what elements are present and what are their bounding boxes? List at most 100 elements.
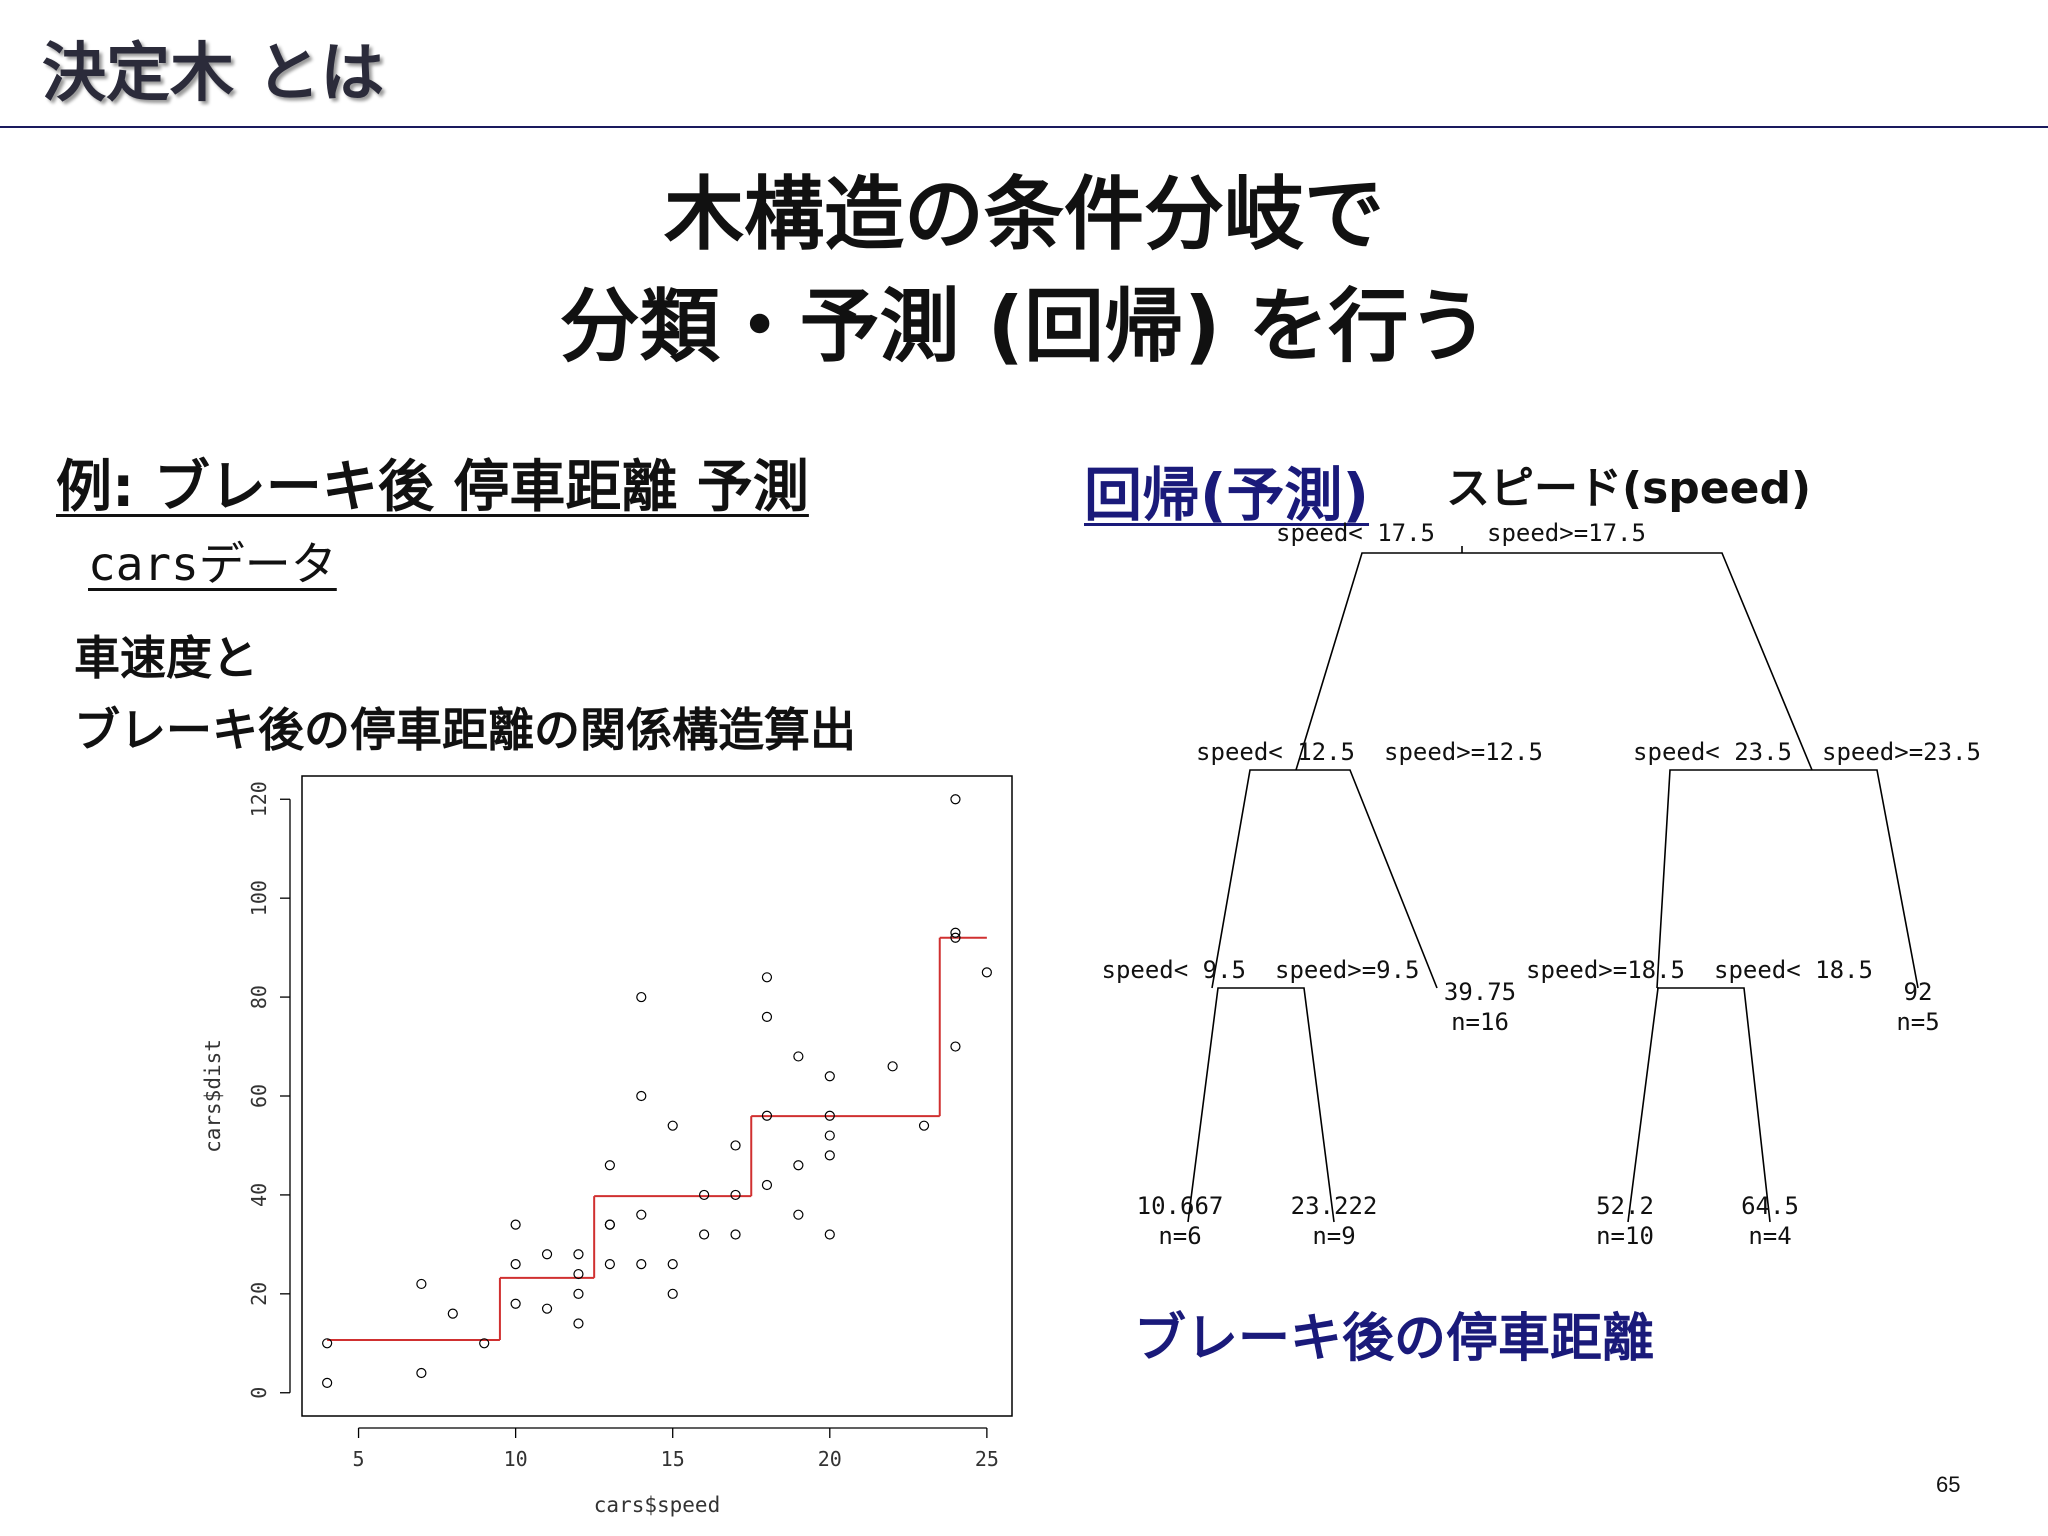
- tree-branch-n6: [1627, 987, 1659, 1223]
- leaf-4-value: 52.2: [1596, 1192, 1654, 1220]
- leaf-1-count: n=6: [1158, 1222, 1201, 1250]
- data-point: [761, 1110, 773, 1121]
- y-tick-label: 60: [247, 1084, 271, 1108]
- data-point: [573, 1318, 584, 1329]
- data-point: [824, 1150, 835, 1161]
- leaf-2-value: 23.222: [1291, 1192, 1378, 1220]
- data-point: [604, 1259, 615, 1270]
- x-tick-label: 20: [818, 1447, 842, 1471]
- data-point: [636, 1090, 647, 1102]
- regression-tree: speed< 17.5 speed>=17.5 speed< 12.5 spee…: [1102, 519, 1981, 1250]
- example-title: 例: ブレーキ後 停車距離 予測: [56, 455, 809, 520]
- leaf-2-count: n=9: [1312, 1222, 1355, 1250]
- data-point: [667, 1259, 678, 1270]
- leaf-3-count: n=16: [1451, 1008, 1509, 1036]
- data-point: [322, 1377, 333, 1388]
- data-point: [667, 1120, 678, 1131]
- dataset-name: carsデータ: [88, 537, 337, 591]
- data-point: [730, 1229, 741, 1240]
- data-point: [447, 1308, 458, 1319]
- data-point: [793, 1051, 804, 1062]
- x-tick-label: 15: [661, 1447, 685, 1471]
- n2-left-label: speed< 12.5: [1196, 738, 1355, 766]
- data-point: [573, 1249, 584, 1260]
- leaf-3-value: 39.75: [1444, 978, 1516, 1006]
- data-point: [416, 1278, 427, 1290]
- data-point: [793, 1209, 804, 1220]
- data-point: [636, 991, 647, 1003]
- data-point: [824, 1071, 835, 1082]
- x-tick-label: 10: [504, 1447, 528, 1471]
- data-point: [604, 1219, 615, 1230]
- y-tick-label: 80: [247, 985, 271, 1009]
- slide-title: 決定木 とは: [42, 37, 385, 111]
- data-point: [573, 1268, 584, 1280]
- y-tick-label: 100: [247, 880, 271, 916]
- n6-left-label: speed>=18.5: [1526, 956, 1685, 984]
- data-point: [699, 1229, 710, 1240]
- y-axis-label: cars$dist: [201, 1039, 225, 1153]
- tree-variable-label: スピード(speed): [1446, 463, 1812, 514]
- tree-branch-n3: [1743, 769, 1919, 989]
- tree-branch-root: [1295, 552, 1462, 771]
- data-point: [824, 1130, 835, 1141]
- tree-branch-n2-left: [1211, 769, 1305, 989]
- scatter-plot: 5 10 15 20 25 0 20 40 60 80 100 120 cars$speed cars$d…: [201, 775, 1013, 1517]
- data-point: [730, 1140, 741, 1151]
- data-point: [322, 1338, 333, 1349]
- leaf-6-count: n=5: [1896, 1008, 1939, 1036]
- data-point: [636, 1259, 647, 1270]
- headline-line1: 木構造の条件分岐で: [664, 168, 1384, 261]
- n6-right-label: speed< 18.5: [1714, 956, 1873, 984]
- data-point: [761, 972, 773, 983]
- data-point: [950, 794, 961, 805]
- data-point: [981, 967, 992, 978]
- title-divider: [0, 126, 2048, 128]
- data-point: [541, 1303, 553, 1314]
- data-point: [950, 927, 961, 938]
- data-point: [730, 1189, 741, 1201]
- target-variable-label: ブレーキ後の停車距離: [1134, 1309, 1655, 1369]
- x-tick-label: 5: [353, 1447, 365, 1471]
- description-line2: ブレーキ後の停車距離の関係構造算出: [74, 703, 856, 757]
- tree-branch-n4: [1187, 987, 1220, 1223]
- data-point: [510, 1298, 521, 1309]
- data-point: [824, 1110, 835, 1121]
- headline-line2: 分類・予測 (回帰) を行う: [559, 280, 1489, 373]
- data-point: [510, 1259, 521, 1270]
- regression-title: 回帰(予測): [1084, 461, 1370, 529]
- n3-right-label: speed>=23.5: [1822, 738, 1981, 766]
- tree-branch-n3-left: [1656, 769, 1743, 989]
- x-tick-label: 25: [975, 1447, 999, 1471]
- leaf-6-value: 92: [1904, 978, 1933, 1006]
- data-point: [793, 1160, 804, 1171]
- y-tick-label: 40: [247, 1183, 271, 1207]
- y-tick-label: 0: [247, 1387, 271, 1399]
- x-axis-label: cars$speed: [594, 1493, 720, 1517]
- tree-branch-n2: [1305, 769, 1438, 989]
- data-point: [636, 1209, 647, 1220]
- data-point: [918, 1120, 930, 1131]
- data-point: [824, 1229, 835, 1240]
- plot-frame: [301, 775, 1013, 1417]
- tree-branch-n6-right: [1657, 987, 1771, 1223]
- root-right-label: speed>=17.5: [1487, 519, 1646, 547]
- n3-left-label: speed< 23.5: [1633, 738, 1792, 766]
- n4-right-label: speed>=9.5: [1275, 956, 1420, 984]
- y-tick-label: 120: [247, 781, 271, 817]
- data-point: [479, 1338, 490, 1349]
- data-point: [510, 1219, 521, 1230]
- n2-right-label: speed>=12.5: [1384, 738, 1543, 766]
- data-point: [667, 1288, 678, 1299]
- tree-branch-n4-right: [1220, 987, 1335, 1223]
- leaf-1-value: 10.667: [1137, 1192, 1224, 1220]
- n4-left-label: speed< 9.5: [1102, 956, 1247, 984]
- leaf-5-value: 64.5: [1741, 1192, 1799, 1220]
- data-point: [887, 1061, 898, 1072]
- data-point: [604, 1160, 615, 1171]
- data-point: [699, 1189, 710, 1201]
- description-line1: 車速度と: [74, 631, 258, 685]
- tree-branch-root-right: [1462, 552, 1813, 771]
- page-number: 65: [1936, 1472, 1961, 1497]
- data-point: [541, 1249, 553, 1260]
